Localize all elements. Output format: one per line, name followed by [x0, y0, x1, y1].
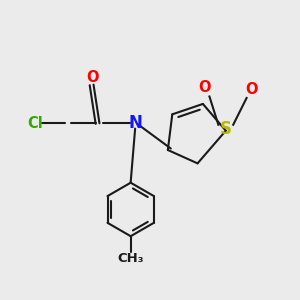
Text: O: O — [199, 80, 211, 95]
Text: Cl: Cl — [28, 116, 43, 131]
Text: CH₃: CH₃ — [117, 252, 144, 265]
Text: S: S — [220, 120, 232, 138]
Text: N: N — [128, 114, 142, 132]
Text: O: O — [86, 70, 98, 85]
Text: O: O — [245, 82, 257, 97]
